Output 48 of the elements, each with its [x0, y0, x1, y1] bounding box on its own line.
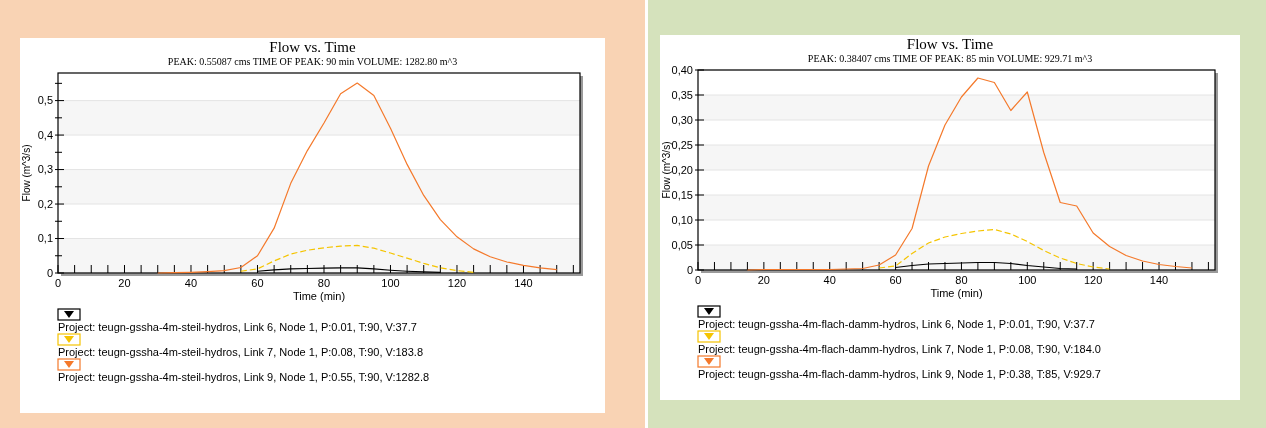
y-tick-label: 0,15 — [671, 188, 693, 201]
chart-subtitle: PEAK: 0.38407 cms TIME OF PEAK: 85 min VOLUME: 929.71 m^3 — [807, 53, 1093, 64]
x-tick-label: 60 — [889, 274, 902, 286]
line-series — [746, 77, 1193, 271]
y-tick-label: 0,2 — [37, 197, 53, 210]
x-tick-label: 80 — [955, 274, 968, 286]
x-axis-title: Time (min) — [292, 290, 346, 302]
y-tick-label: 0,3 — [37, 163, 53, 176]
y-tick-label: 0 — [686, 263, 693, 276]
y-tick-label: 0,30 — [671, 113, 693, 126]
x-tick-label: 40 — [184, 277, 198, 289]
y-tick-label: 0,40 — [671, 63, 693, 76]
x-axis-title: Time (min) — [930, 287, 983, 299]
y-tick-label: 0,10 — [671, 213, 693, 226]
legend-label: Project: teugn-gssha-4m-steil-hydros, Link 6, Node 1, P:0.01, T:90, V:37.7 — [58, 321, 417, 333]
x-tick-label: 0 — [54, 277, 62, 289]
chart-title: Flow vs. Time — [269, 39, 356, 55]
x-tick-label: 80 — [317, 277, 331, 289]
x-tick-label: 60 — [251, 277, 264, 289]
y-tick-label: 0,05 — [671, 238, 693, 251]
legend-label: Project: teugn-gssha-4m-flach-damm-hydros, Link 7, Node 1, P:0.08, T:90, V:184.0 — [698, 343, 1101, 355]
x-tick-label: 0 — [694, 274, 702, 286]
legend-label: Project: teugn-gssha-4m-flach-damm-hydros, Link 6, Node 1, P:0.01, T:90, V:37.7 — [698, 318, 1095, 330]
x-tick-label: 140 — [1149, 274, 1169, 286]
legend-label: Project: teugn-gssha-4m-steil-hydros, Link 7, Node 1, P:0.08, T:90, V:183.8 — [58, 346, 424, 358]
chart-subtitle: PEAK: 0.55087 cms TIME OF PEAK: 90 min VOLUME: 1282.80 m^3 — [167, 56, 458, 67]
y-axis-title: Flow (m^3/s) — [21, 144, 32, 202]
x-tick-label: 140 — [514, 277, 533, 289]
y-tick-label: 0,20 — [671, 163, 693, 176]
chart-title: Flow vs. Time — [906, 36, 994, 52]
legend-label: Project: teugn-gssha-4m-steil-hydros, Link 9, Node 1, P:0.55, T:90, V:1282.8 — [58, 371, 430, 383]
line-series — [240, 244, 475, 273]
y-tick-label: 0,35 — [671, 88, 693, 101]
x-tick-label: 120 — [447, 277, 467, 289]
y-tick-label: 0,5 — [37, 94, 53, 107]
y-tick-label: 0,1 — [37, 232, 53, 245]
legend-label: Project: teugn-gssha-4m-flach-damm-hydros, Link 9, Node 1, P:0.38, T:85, V:929.7 — [698, 368, 1101, 380]
y-tick-label: 0,4 — [37, 128, 53, 141]
line-series — [878, 228, 1111, 270]
line-series — [157, 82, 558, 274]
x-tick-label: 20 — [757, 274, 770, 286]
y-tick-label: 0,25 — [671, 138, 693, 151]
x-tick-label: 120 — [1083, 274, 1103, 286]
x-tick-label: 20 — [118, 277, 131, 289]
x-tick-label: 100 — [381, 277, 400, 289]
y-axis-title: Flow (m^3/s) — [661, 141, 672, 199]
x-tick-label: 40 — [823, 274, 836, 286]
x-tick-label: 100 — [1018, 274, 1037, 286]
